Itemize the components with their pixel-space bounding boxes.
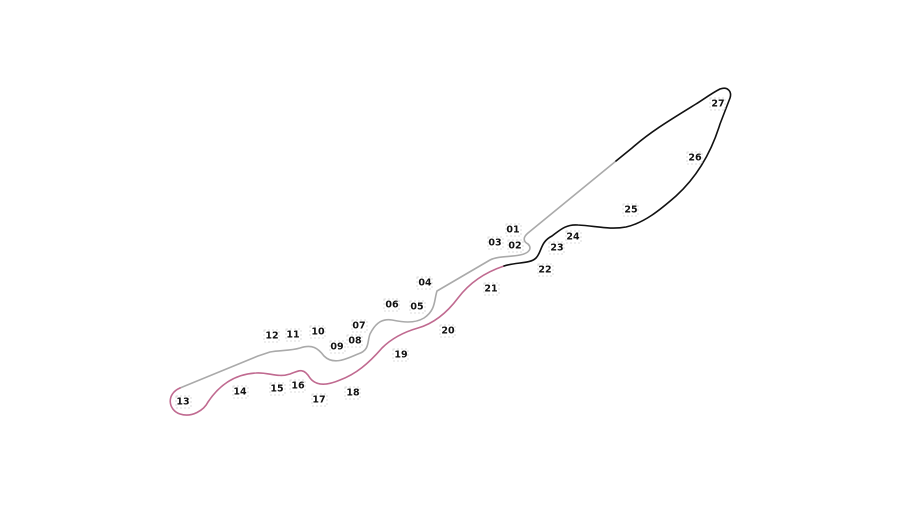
svg-text:19: 19 bbox=[394, 350, 407, 361]
svg-text:11: 11 bbox=[286, 330, 299, 341]
corner-labels: 01 02 03 04 05 06 07 08 09 10 11 12 13 1… bbox=[175, 97, 726, 409]
corner-14: 14 bbox=[232, 385, 249, 399]
svg-text:07: 07 bbox=[352, 321, 365, 332]
corner-12: 12 bbox=[263, 329, 280, 343]
corner-22: 22 bbox=[537, 263, 554, 277]
svg-text:13: 13 bbox=[176, 397, 189, 408]
svg-text:09: 09 bbox=[330, 342, 343, 353]
svg-text:02: 02 bbox=[508, 241, 521, 252]
corner-04: 04 bbox=[416, 276, 433, 290]
corner-21: 21 bbox=[483, 282, 500, 296]
track-sector-1 bbox=[179, 160, 617, 389]
corner-24: 24 bbox=[565, 230, 582, 244]
svg-text:22: 22 bbox=[538, 265, 551, 276]
corner-02: 02 bbox=[507, 239, 524, 253]
corner-23: 23 bbox=[548, 241, 565, 255]
svg-text:24: 24 bbox=[566, 232, 580, 243]
track-sector-3 bbox=[503, 87, 732, 267]
svg-text:27: 27 bbox=[711, 99, 724, 110]
corner-27: 27 bbox=[709, 97, 726, 111]
corner-09: 09 bbox=[329, 340, 346, 354]
svg-text:15: 15 bbox=[270, 384, 283, 395]
svg-text:01: 01 bbox=[506, 225, 519, 236]
svg-text:18: 18 bbox=[346, 388, 360, 399]
corner-01: 01 bbox=[505, 223, 522, 237]
corner-07: 07 bbox=[351, 319, 368, 333]
svg-text:21: 21 bbox=[484, 284, 497, 295]
svg-text:26: 26 bbox=[688, 153, 702, 164]
corner-10: 10 bbox=[309, 325, 326, 339]
corner-11: 11 bbox=[285, 328, 302, 342]
corner-08: 08 bbox=[346, 334, 363, 348]
svg-text:12: 12 bbox=[265, 331, 278, 342]
svg-text:05: 05 bbox=[410, 302, 423, 313]
corner-05: 05 bbox=[409, 300, 426, 314]
corner-19: 19 bbox=[392, 348, 409, 362]
svg-text:14: 14 bbox=[233, 387, 247, 398]
corner-17: 17 bbox=[311, 393, 328, 407]
track-sector-2 bbox=[169, 265, 505, 416]
corner-03: 03 bbox=[487, 236, 504, 250]
svg-text:17: 17 bbox=[312, 395, 325, 406]
svg-text:08: 08 bbox=[348, 336, 362, 347]
corner-20: 20 bbox=[439, 324, 456, 338]
svg-text:06: 06 bbox=[385, 300, 399, 311]
svg-text:25: 25 bbox=[624, 205, 637, 216]
corner-15: 15 bbox=[269, 382, 286, 396]
svg-text:10: 10 bbox=[311, 327, 325, 338]
svg-text:23: 23 bbox=[550, 243, 563, 254]
svg-text:20: 20 bbox=[441, 326, 455, 337]
corner-13: 13 bbox=[175, 395, 192, 409]
corner-25: 25 bbox=[622, 203, 639, 217]
corner-18: 18 bbox=[344, 386, 361, 400]
corner-16: 16 bbox=[289, 379, 306, 393]
corner-06: 06 bbox=[383, 298, 400, 312]
svg-text:03: 03 bbox=[488, 238, 501, 249]
svg-text:04: 04 bbox=[418, 278, 432, 289]
corner-26: 26 bbox=[686, 151, 703, 165]
svg-text:16: 16 bbox=[291, 381, 305, 392]
